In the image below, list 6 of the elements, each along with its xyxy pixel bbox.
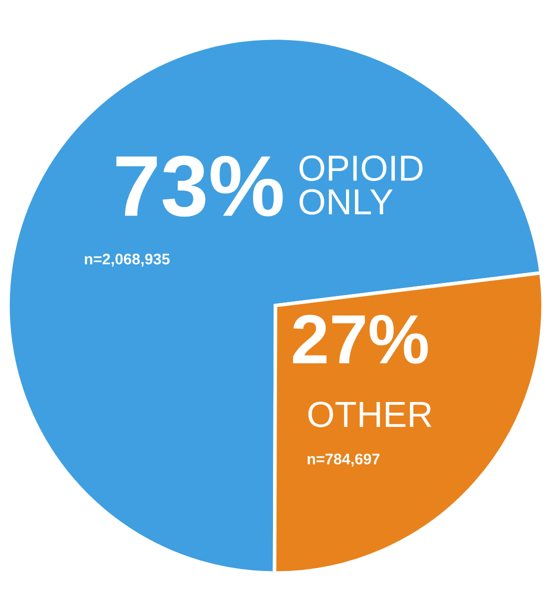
data-label: 27% (293, 314, 428, 364)
data-label: 73% (116, 156, 283, 217)
slice-label: OTHER (308, 402, 432, 428)
text: n=784,697 (308, 454, 380, 467)
text: n=2,068,935 (84, 254, 170, 267)
slice-label: OPIOID ONLY (300, 155, 423, 215)
